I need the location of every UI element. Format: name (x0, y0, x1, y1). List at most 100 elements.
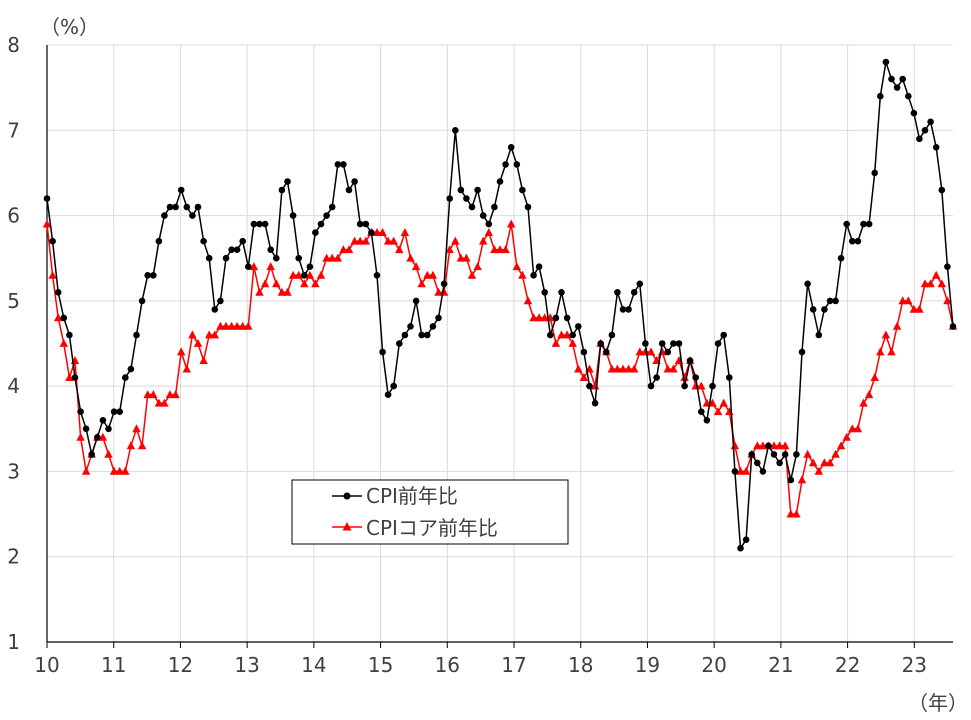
data-point (116, 408, 123, 416)
data-point (66, 331, 73, 339)
data-point (211, 306, 219, 313)
x-tick-labels: 10 11 12 13 14 15 16 17 18 19 20 21 22 23 (34, 653, 927, 677)
data-point (42, 219, 52, 228)
data-point (474, 186, 481, 194)
legend-marker-core (342, 522, 352, 531)
y-tick-label: 6 (7, 204, 20, 228)
data-point (193, 338, 203, 347)
data-point (713, 407, 723, 416)
data-point (272, 279, 281, 288)
data-point (104, 449, 113, 458)
data-point (161, 212, 168, 219)
data-point (267, 246, 275, 253)
data-point (836, 441, 846, 450)
data-point (949, 323, 957, 330)
data-point (150, 272, 157, 279)
data-point (507, 144, 515, 151)
data-point (720, 331, 727, 339)
data-point (277, 287, 287, 296)
legend: CPI前年比 CPIコア前年比 (291, 479, 569, 545)
data-point (741, 466, 751, 475)
data-point (860, 220, 867, 228)
x-tick-label: 11 (101, 653, 126, 677)
x-tick-label: 15 (368, 653, 393, 677)
data-point (524, 203, 532, 211)
data-point (199, 356, 208, 364)
data-point (149, 390, 158, 399)
data-point (473, 262, 482, 271)
data-point (65, 373, 74, 381)
data-point (899, 75, 906, 83)
data-point (305, 270, 315, 279)
data-point (731, 468, 739, 475)
data-point (445, 245, 454, 254)
data-point (563, 314, 571, 322)
data-point (870, 373, 879, 381)
data-point (512, 262, 521, 271)
data-point (647, 382, 655, 390)
data-point (786, 509, 795, 518)
data-point (776, 459, 783, 467)
y-tick-label: 3 (7, 459, 20, 483)
data-point (115, 466, 124, 475)
data-point (815, 331, 823, 339)
data-point (630, 289, 638, 296)
legend-marker-cpi (343, 492, 351, 500)
data-point (71, 374, 79, 381)
x-tick-label: 12 (168, 653, 193, 677)
legend-label-cpi: CPI前年比 (366, 484, 458, 508)
data-point (351, 178, 358, 185)
data-point (361, 236, 370, 245)
data-point (127, 365, 135, 373)
y-tick-label: 8 (7, 33, 20, 57)
data-point (328, 253, 337, 262)
data-point (383, 236, 393, 245)
data-point (502, 161, 509, 168)
data-point (452, 127, 459, 134)
data-point (926, 279, 935, 288)
axes (46, 45, 953, 648)
data-point (859, 398, 868, 407)
data-point (496, 178, 504, 185)
data-point (642, 340, 649, 347)
data-point (943, 296, 952, 305)
data-point (758, 441, 768, 450)
data-point (842, 432, 851, 441)
data-point (905, 92, 912, 100)
data-point (797, 475, 807, 484)
data-point (562, 330, 572, 339)
data-point (726, 374, 733, 381)
data-point (99, 417, 107, 424)
data-point (820, 458, 829, 467)
data-point (166, 203, 174, 211)
data-point (77, 408, 84, 416)
data-point (221, 321, 231, 330)
data-point (479, 236, 488, 245)
data-point (256, 220, 263, 228)
data-point (340, 161, 347, 168)
data-point (446, 195, 454, 202)
data-point (703, 417, 711, 424)
data-point (188, 330, 197, 339)
data-point (591, 399, 599, 407)
data-point (283, 287, 292, 296)
data-point (809, 306, 817, 313)
data-point (339, 245, 348, 254)
data-point (534, 313, 544, 322)
data-point (937, 279, 946, 288)
x-tick-label: 22 (835, 653, 860, 677)
data-point (804, 280, 811, 288)
x-tick-label: 20 (701, 653, 726, 677)
data-point (541, 289, 548, 296)
data-point (245, 263, 252, 271)
data-point (362, 220, 370, 228)
data-point (49, 237, 56, 245)
data-point (395, 245, 404, 254)
data-point (177, 347, 186, 356)
data-point (312, 229, 319, 236)
data-point (138, 297, 146, 305)
data-point (568, 338, 577, 347)
data-point (154, 398, 164, 407)
data-point (825, 458, 835, 467)
